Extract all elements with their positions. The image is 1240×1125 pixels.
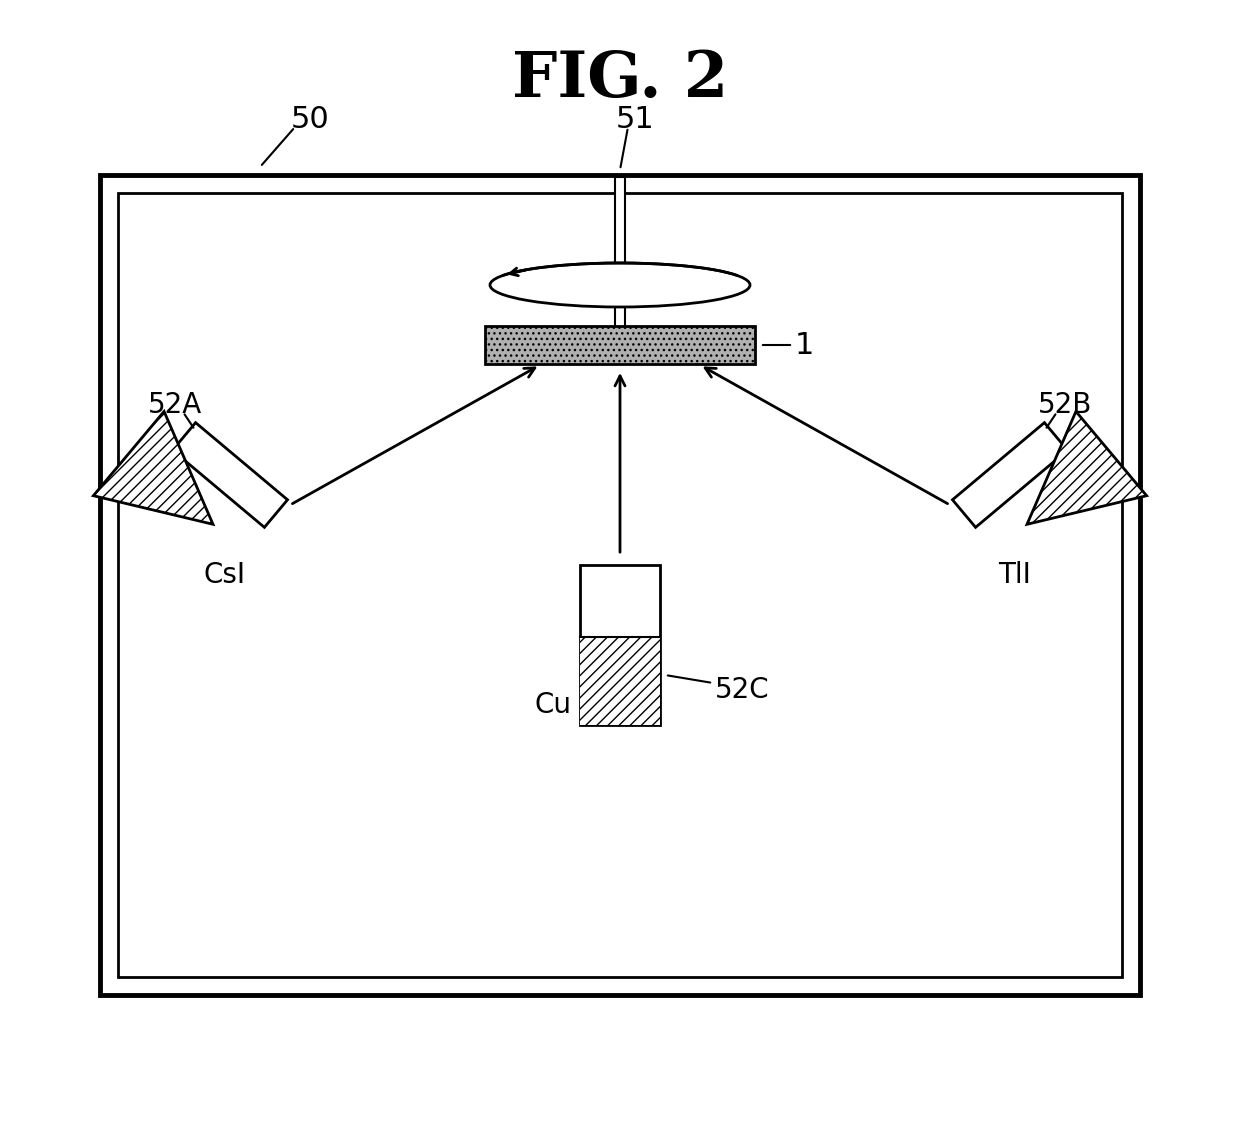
Polygon shape [93, 412, 213, 524]
Text: 52C: 52C [715, 676, 770, 704]
Text: TlI: TlI [998, 561, 1032, 590]
Text: 51: 51 [615, 106, 655, 135]
Bar [100, 176, 1140, 994]
Polygon shape [172, 423, 288, 528]
Polygon shape [1027, 412, 1147, 524]
Text: CsI: CsI [203, 561, 246, 590]
Text: FIG. 2: FIG. 2 [512, 50, 728, 110]
Bar [615, 177, 625, 335]
Text: 52A: 52A [148, 392, 202, 418]
Text: Cu: Cu [534, 691, 572, 719]
Ellipse shape [490, 263, 750, 307]
Bar [580, 565, 660, 724]
Bar [485, 326, 755, 365]
Bar [580, 637, 660, 724]
Text: 1: 1 [795, 331, 815, 360]
Polygon shape [952, 423, 1068, 528]
Bar [118, 193, 1122, 976]
Text: 50: 50 [290, 106, 330, 135]
Text: 52B: 52B [1038, 392, 1092, 418]
